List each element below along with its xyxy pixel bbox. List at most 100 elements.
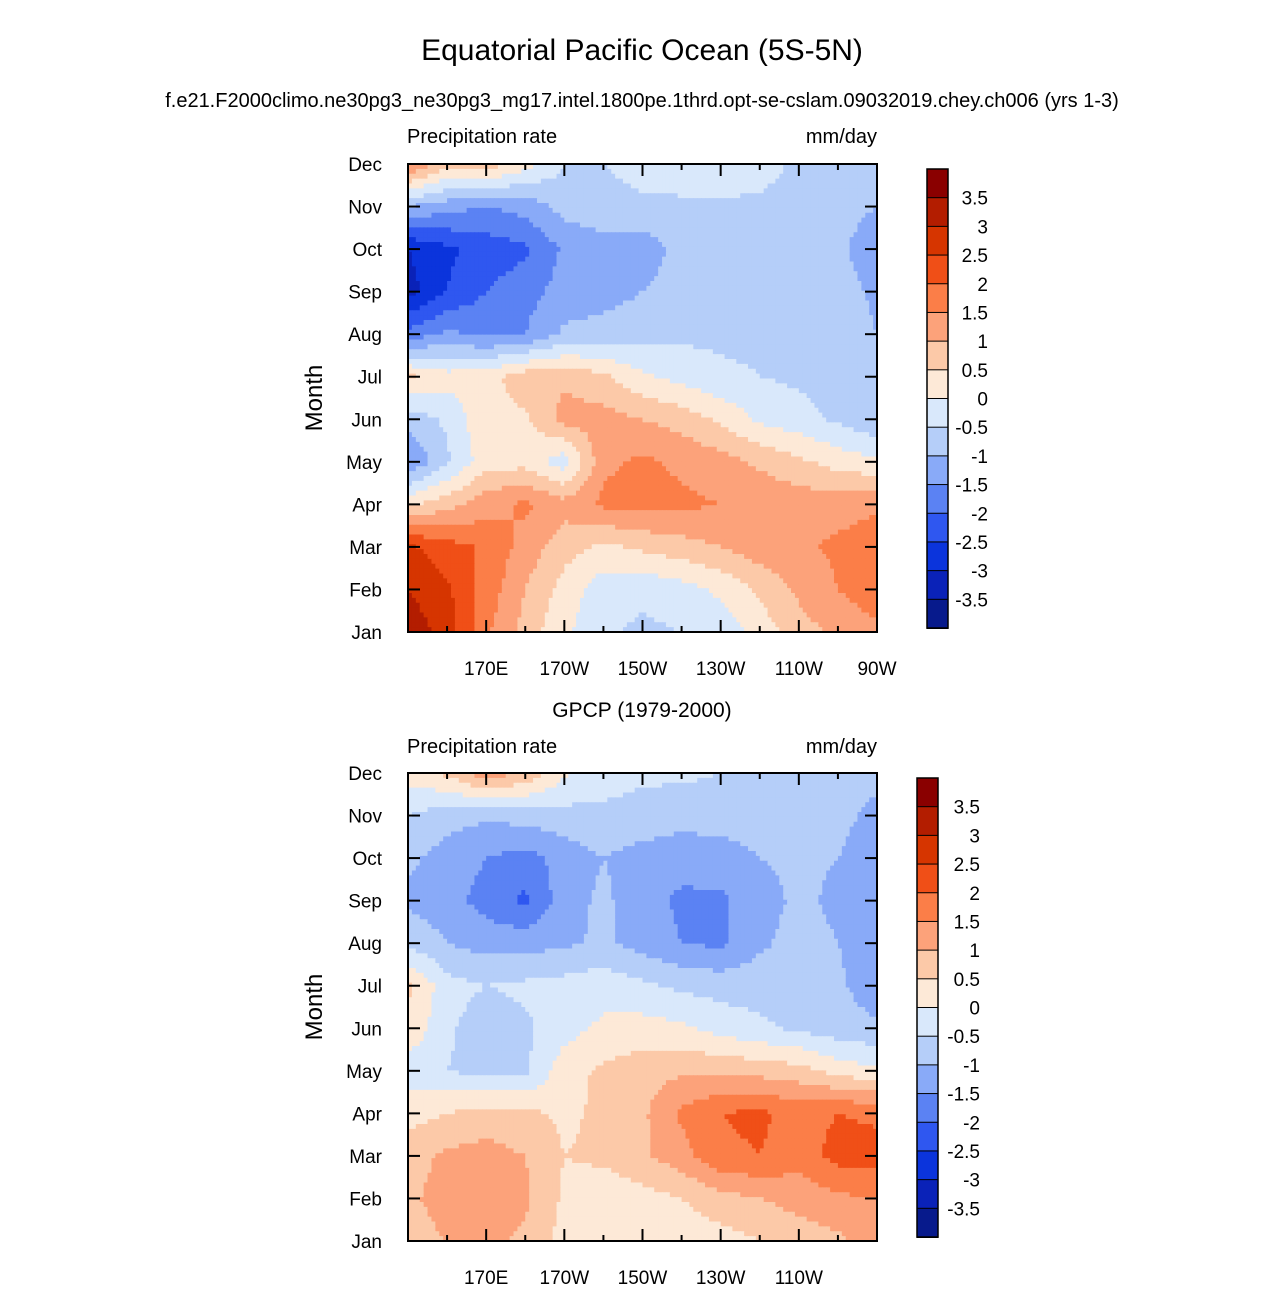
contour-cell (427, 256, 433, 263)
contour-cell (857, 227, 862, 233)
contour-cell (654, 227, 659, 233)
contour-cell (435, 261, 440, 267)
contour-cell (587, 227, 593, 233)
contour-cell (544, 349, 550, 355)
contour-cell (697, 168, 702, 175)
contour-cell (548, 266, 554, 272)
contour-cell (861, 222, 866, 228)
contour-cell (724, 203, 730, 209)
contour-cell (814, 251, 819, 258)
contour-cell (599, 290, 605, 297)
contour-cell (771, 300, 776, 306)
contour-cell (748, 178, 753, 185)
contour-cell (720, 178, 726, 185)
contour-cell (763, 300, 769, 306)
contour-cell (646, 276, 651, 282)
contour-cell (556, 363, 562, 370)
contour-cell (411, 349, 417, 355)
contour-cell (579, 276, 585, 282)
contour-cell (626, 203, 632, 209)
contour-cell (728, 261, 733, 267)
contour-cell (501, 354, 507, 360)
contour-cell (689, 359, 694, 365)
contour-cell (830, 212, 835, 219)
contour-cell (529, 198, 534, 204)
contour-cell (767, 271, 773, 277)
contour-cell (556, 217, 562, 224)
contour-cell (689, 310, 694, 316)
contour-cell (767, 164, 773, 170)
contour-cell (728, 173, 733, 180)
contour-cell (654, 295, 659, 302)
contour-cell (497, 329, 503, 336)
contour-cell (458, 271, 464, 277)
contour-cell (505, 212, 511, 219)
contour-cell (431, 198, 436, 204)
contour-cell (622, 203, 628, 209)
contour-cell (873, 222, 878, 228)
contour-cell (462, 315, 468, 321)
contour-cell (579, 178, 585, 185)
contour-cell (646, 300, 651, 306)
contour-cell (486, 256, 491, 263)
contour-cell (818, 222, 823, 228)
contour-cell (615, 207, 620, 214)
contour-cell (447, 237, 452, 243)
contour-cell (744, 344, 749, 350)
contour-cell (411, 266, 417, 272)
contour-cell (662, 188, 667, 194)
contour-cell (748, 339, 753, 345)
contour-cell (435, 315, 440, 321)
contour-cell (587, 339, 593, 345)
contour-cell (857, 349, 862, 355)
contour-cell (771, 285, 776, 292)
contour-cell (607, 193, 612, 199)
contour-cell (775, 168, 780, 175)
contour-cell (810, 193, 816, 199)
contour-cell (486, 281, 491, 287)
contour-cell (568, 227, 573, 233)
contour-cell (622, 193, 628, 199)
contour-cell (845, 164, 851, 170)
contour-cell (458, 315, 464, 321)
contour-cell (720, 315, 726, 321)
contour-cell (834, 300, 839, 306)
contour-cell (806, 183, 812, 189)
contour-cell (450, 256, 456, 263)
contour-cell (716, 315, 722, 321)
contour-cell (583, 349, 589, 355)
contour-cell (740, 217, 745, 224)
contour-cell (419, 344, 425, 350)
contour-cell (583, 217, 589, 224)
contour-cell (732, 276, 737, 282)
contour-cell (611, 363, 616, 370)
contour-cell (869, 242, 874, 248)
contour-cell (493, 305, 499, 311)
contour-cell (771, 203, 776, 209)
contour-cell (470, 261, 476, 267)
contour-cell (408, 339, 413, 345)
contour-cell (771, 207, 776, 214)
contour-cell (482, 295, 487, 302)
contour-cell (619, 222, 624, 228)
contour-cell (540, 251, 546, 258)
contour-cell (751, 232, 757, 238)
contour-cell (579, 334, 585, 341)
contour-cell (529, 300, 534, 306)
contour-cell (493, 339, 499, 345)
contour-cell (579, 266, 585, 272)
contour-cell (568, 276, 573, 282)
contour-cell (540, 242, 546, 248)
contour-cell (755, 168, 761, 175)
contour-cell (857, 354, 862, 360)
contour-cell (642, 212, 648, 219)
contour-cell (599, 251, 605, 258)
contour-cell (493, 285, 499, 292)
contour-cell (411, 217, 417, 224)
contour-cell (802, 349, 808, 355)
contour-cell (728, 183, 733, 189)
contour-cell (533, 207, 538, 214)
contour-cell (509, 305, 515, 311)
contour-cell (681, 271, 687, 277)
contour-cell (595, 344, 601, 350)
